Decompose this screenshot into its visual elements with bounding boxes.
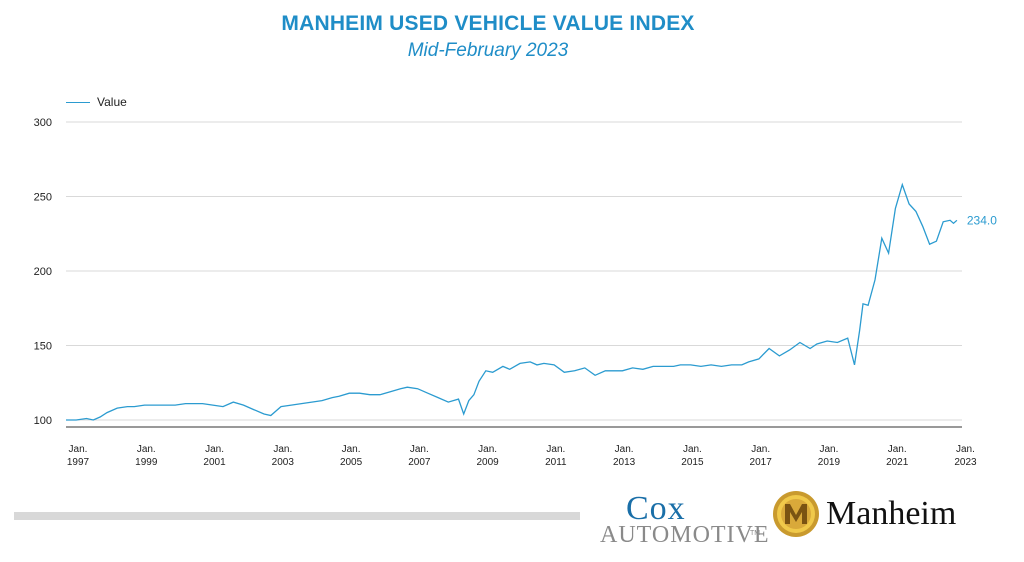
x-tick-label: Jan. 2009 bbox=[476, 444, 499, 468]
trademark-text: TM bbox=[750, 530, 761, 537]
cox-automotive-logo: Cox AUTOMOTIVE TM bbox=[600, 490, 769, 548]
x-tick-label: Jan. 2019 bbox=[818, 444, 841, 468]
y-tick-label: 250 bbox=[34, 192, 52, 204]
cox-logo-text: Cox bbox=[626, 490, 686, 527]
x-tick-label: Jan. 2013 bbox=[613, 444, 636, 468]
x-tick-label: Jan. 1997 bbox=[67, 444, 90, 468]
x-tick-label: Jan. 2001 bbox=[203, 444, 226, 468]
chart-title: MANHEIM USED VEHICLE VALUE INDEX bbox=[281, 12, 695, 35]
manheim-logo-text: Manheim bbox=[826, 495, 957, 532]
x-tick-label: Jan. 2007 bbox=[408, 444, 431, 468]
y-tick-label: 150 bbox=[34, 341, 52, 353]
end-value-label: 234.0 bbox=[967, 213, 997, 227]
legend-line-swatch bbox=[66, 101, 90, 103]
x-tick-label: Jan. 2021 bbox=[886, 444, 909, 468]
series-line-value bbox=[66, 182, 958, 421]
manheim-logo: Manheim bbox=[772, 490, 956, 538]
x-tick-label: Jan. 2011 bbox=[545, 444, 567, 468]
x-tick-label: Jan. 2005 bbox=[340, 444, 363, 468]
x-tick-label: Jan. 1999 bbox=[135, 444, 158, 468]
legend-label: Value bbox=[97, 95, 127, 109]
automotive-logo-text: AUTOMOTIVE bbox=[600, 522, 770, 548]
y-tick-label: 200 bbox=[34, 266, 52, 278]
y-tick-label: 300 bbox=[34, 117, 52, 129]
x-tick-label: Jan. 2023 bbox=[954, 444, 977, 468]
x-tick-label: Jan. 2017 bbox=[750, 444, 773, 468]
x-tick-label: Jan. 2015 bbox=[681, 444, 704, 468]
chart-subtitle: Mid-February 2023 bbox=[407, 40, 569, 61]
line-chart: 100 150 200 250 300 Jan. 1997 Jan. 1999 Jan. 2001… bbox=[34, 117, 998, 468]
manheim-m-badge-icon bbox=[773, 491, 819, 537]
footer-divider-bar bbox=[14, 512, 580, 520]
legend: Value bbox=[66, 95, 127, 109]
y-tick-label: 100 bbox=[34, 415, 52, 427]
x-tick-label: Jan. 2003 bbox=[272, 444, 295, 468]
